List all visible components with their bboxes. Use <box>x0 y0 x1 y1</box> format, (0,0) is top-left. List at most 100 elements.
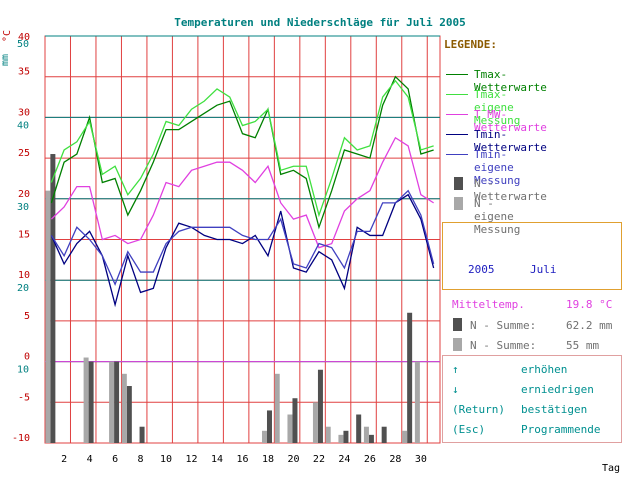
temp-tick-label: 5 <box>24 311 30 322</box>
rain-tick-label: 30 <box>17 202 29 213</box>
rain-bar <box>414 361 420 443</box>
rain-bar <box>266 410 272 443</box>
rain-bar <box>287 414 293 443</box>
legend-label: N - eigene Messung <box>474 197 521 236</box>
x-tick-label: 16 <box>236 454 248 465</box>
rain-bar <box>407 312 413 443</box>
rain-bar <box>83 357 89 443</box>
x-tick-label: 8 <box>138 454 144 465</box>
chart-title: Temperaturen und Niederschläge für Juli … <box>174 16 465 29</box>
arrow-up-icon[interactable]: ↑ <box>452 363 459 376</box>
rain-bar <box>109 361 115 443</box>
increase-command[interactable]: erhöhen <box>521 363 568 376</box>
legend-bar-swatch <box>454 177 463 190</box>
legend-line-swatch <box>446 154 468 155</box>
temp-series-line <box>50 189 435 286</box>
temp-tick-label: 35 <box>18 67 30 78</box>
rain-sum-label-2: N - Summe: <box>470 339 537 352</box>
rain-bar <box>114 361 120 443</box>
rain-bar <box>261 430 267 443</box>
rain-bar <box>139 426 145 443</box>
temp-tick-label: 10 <box>18 270 30 281</box>
rain-bar <box>274 373 280 443</box>
rain-bar <box>402 430 408 443</box>
temp-series-line <box>50 136 434 249</box>
x-tick-label: 4 <box>87 454 93 465</box>
legend-line-swatch <box>446 74 468 75</box>
command-panel <box>442 355 622 443</box>
temp-tick-label: 25 <box>18 148 30 159</box>
arrow-down-icon[interactable]: ↓ <box>452 383 459 396</box>
temp-tick-label: -5 <box>18 392 30 403</box>
x-tick-label: 22 <box>313 454 325 465</box>
mean-temp-label: Mitteltemp. <box>452 298 525 311</box>
legend-label: Tmin-eigene Messung <box>474 148 521 187</box>
rain-bar <box>317 369 323 443</box>
confirm-command[interactable]: bestätigen <box>521 403 588 416</box>
temp-unit-label: °C <box>2 30 13 42</box>
x-tick-label: 26 <box>364 454 376 465</box>
rain-tick-label: 10 <box>17 365 29 376</box>
temp-tick-label: 30 <box>18 107 30 118</box>
legend-bar-swatch <box>454 197 463 210</box>
rain-bar <box>363 426 369 443</box>
rain-bar <box>368 434 374 443</box>
rain-tick-label: 50 <box>17 39 29 50</box>
rain-bar <box>325 426 331 443</box>
temp-series-line <box>50 193 435 308</box>
chart-grid <box>44 35 440 444</box>
legend-line-swatch <box>446 134 468 135</box>
rain-sum-value-2: 55 mm <box>566 339 600 352</box>
x-tick-label: 28 <box>389 454 401 465</box>
rain-unit-label: mm <box>0 54 11 66</box>
rain-bar <box>126 386 132 443</box>
return-key[interactable]: (Return) <box>452 403 505 416</box>
x-axis-label: Tag <box>602 463 620 474</box>
legend-line-swatch <box>446 94 468 95</box>
legend-label: Tmin-Wetterwarte <box>474 128 547 154</box>
rain-tick-label: 20 <box>17 283 29 294</box>
temp-tick-label: 20 <box>18 189 30 200</box>
legend-label: Tmax-Wetterwarte <box>474 68 547 94</box>
rain-sum-box-2 <box>453 338 462 351</box>
x-tick-label: 6 <box>112 454 118 465</box>
rain-tick-label: 40 <box>17 120 29 131</box>
rain-bar <box>356 414 362 443</box>
x-tick-label: 12 <box>186 454 198 465</box>
x-tick-label: 30 <box>415 454 427 465</box>
escape-key[interactable]: (Esc) <box>452 423 486 436</box>
legend-label: N - Wetterwarte <box>474 177 547 203</box>
period-panel <box>442 222 622 290</box>
rain-sum-label-1: N - Summe: <box>470 319 537 332</box>
rain-bar <box>312 402 318 443</box>
x-tick-label: 14 <box>211 454 223 465</box>
temp-series-line <box>50 79 434 218</box>
rain-bar <box>50 154 56 443</box>
temp-tick-label: 0 <box>24 352 30 363</box>
decrease-command[interactable]: erniedrigen <box>521 383 594 396</box>
x-tick-label: 20 <box>287 454 299 465</box>
legend-line-swatch <box>446 114 468 115</box>
rain-sum-box-1 <box>453 318 462 331</box>
x-tick-label: 24 <box>338 454 350 465</box>
x-tick-label: 18 <box>262 454 274 465</box>
rain-bar <box>338 434 344 443</box>
exit-command[interactable]: Programmende <box>521 423 601 436</box>
mean-temp-value: 19.8 °C <box>566 298 613 311</box>
period-month: Juli <box>530 263 557 276</box>
rain-bar <box>88 361 94 443</box>
precipitation-bars <box>45 154 420 443</box>
temperature-lines <box>50 75 435 308</box>
temp-tick-label: -10 <box>12 433 30 444</box>
rain-bar <box>45 190 51 443</box>
temp-tick-label: 40 <box>18 32 30 43</box>
legend-title: LEGENDE: <box>444 38 497 51</box>
rain-bar <box>343 430 349 443</box>
x-tick-label: 2 <box>61 454 67 465</box>
x-tick-label: 10 <box>160 454 172 465</box>
rain-bar <box>121 373 127 443</box>
rain-bar <box>381 426 387 443</box>
legend-label: Tmax-eigene Messung <box>474 88 521 127</box>
